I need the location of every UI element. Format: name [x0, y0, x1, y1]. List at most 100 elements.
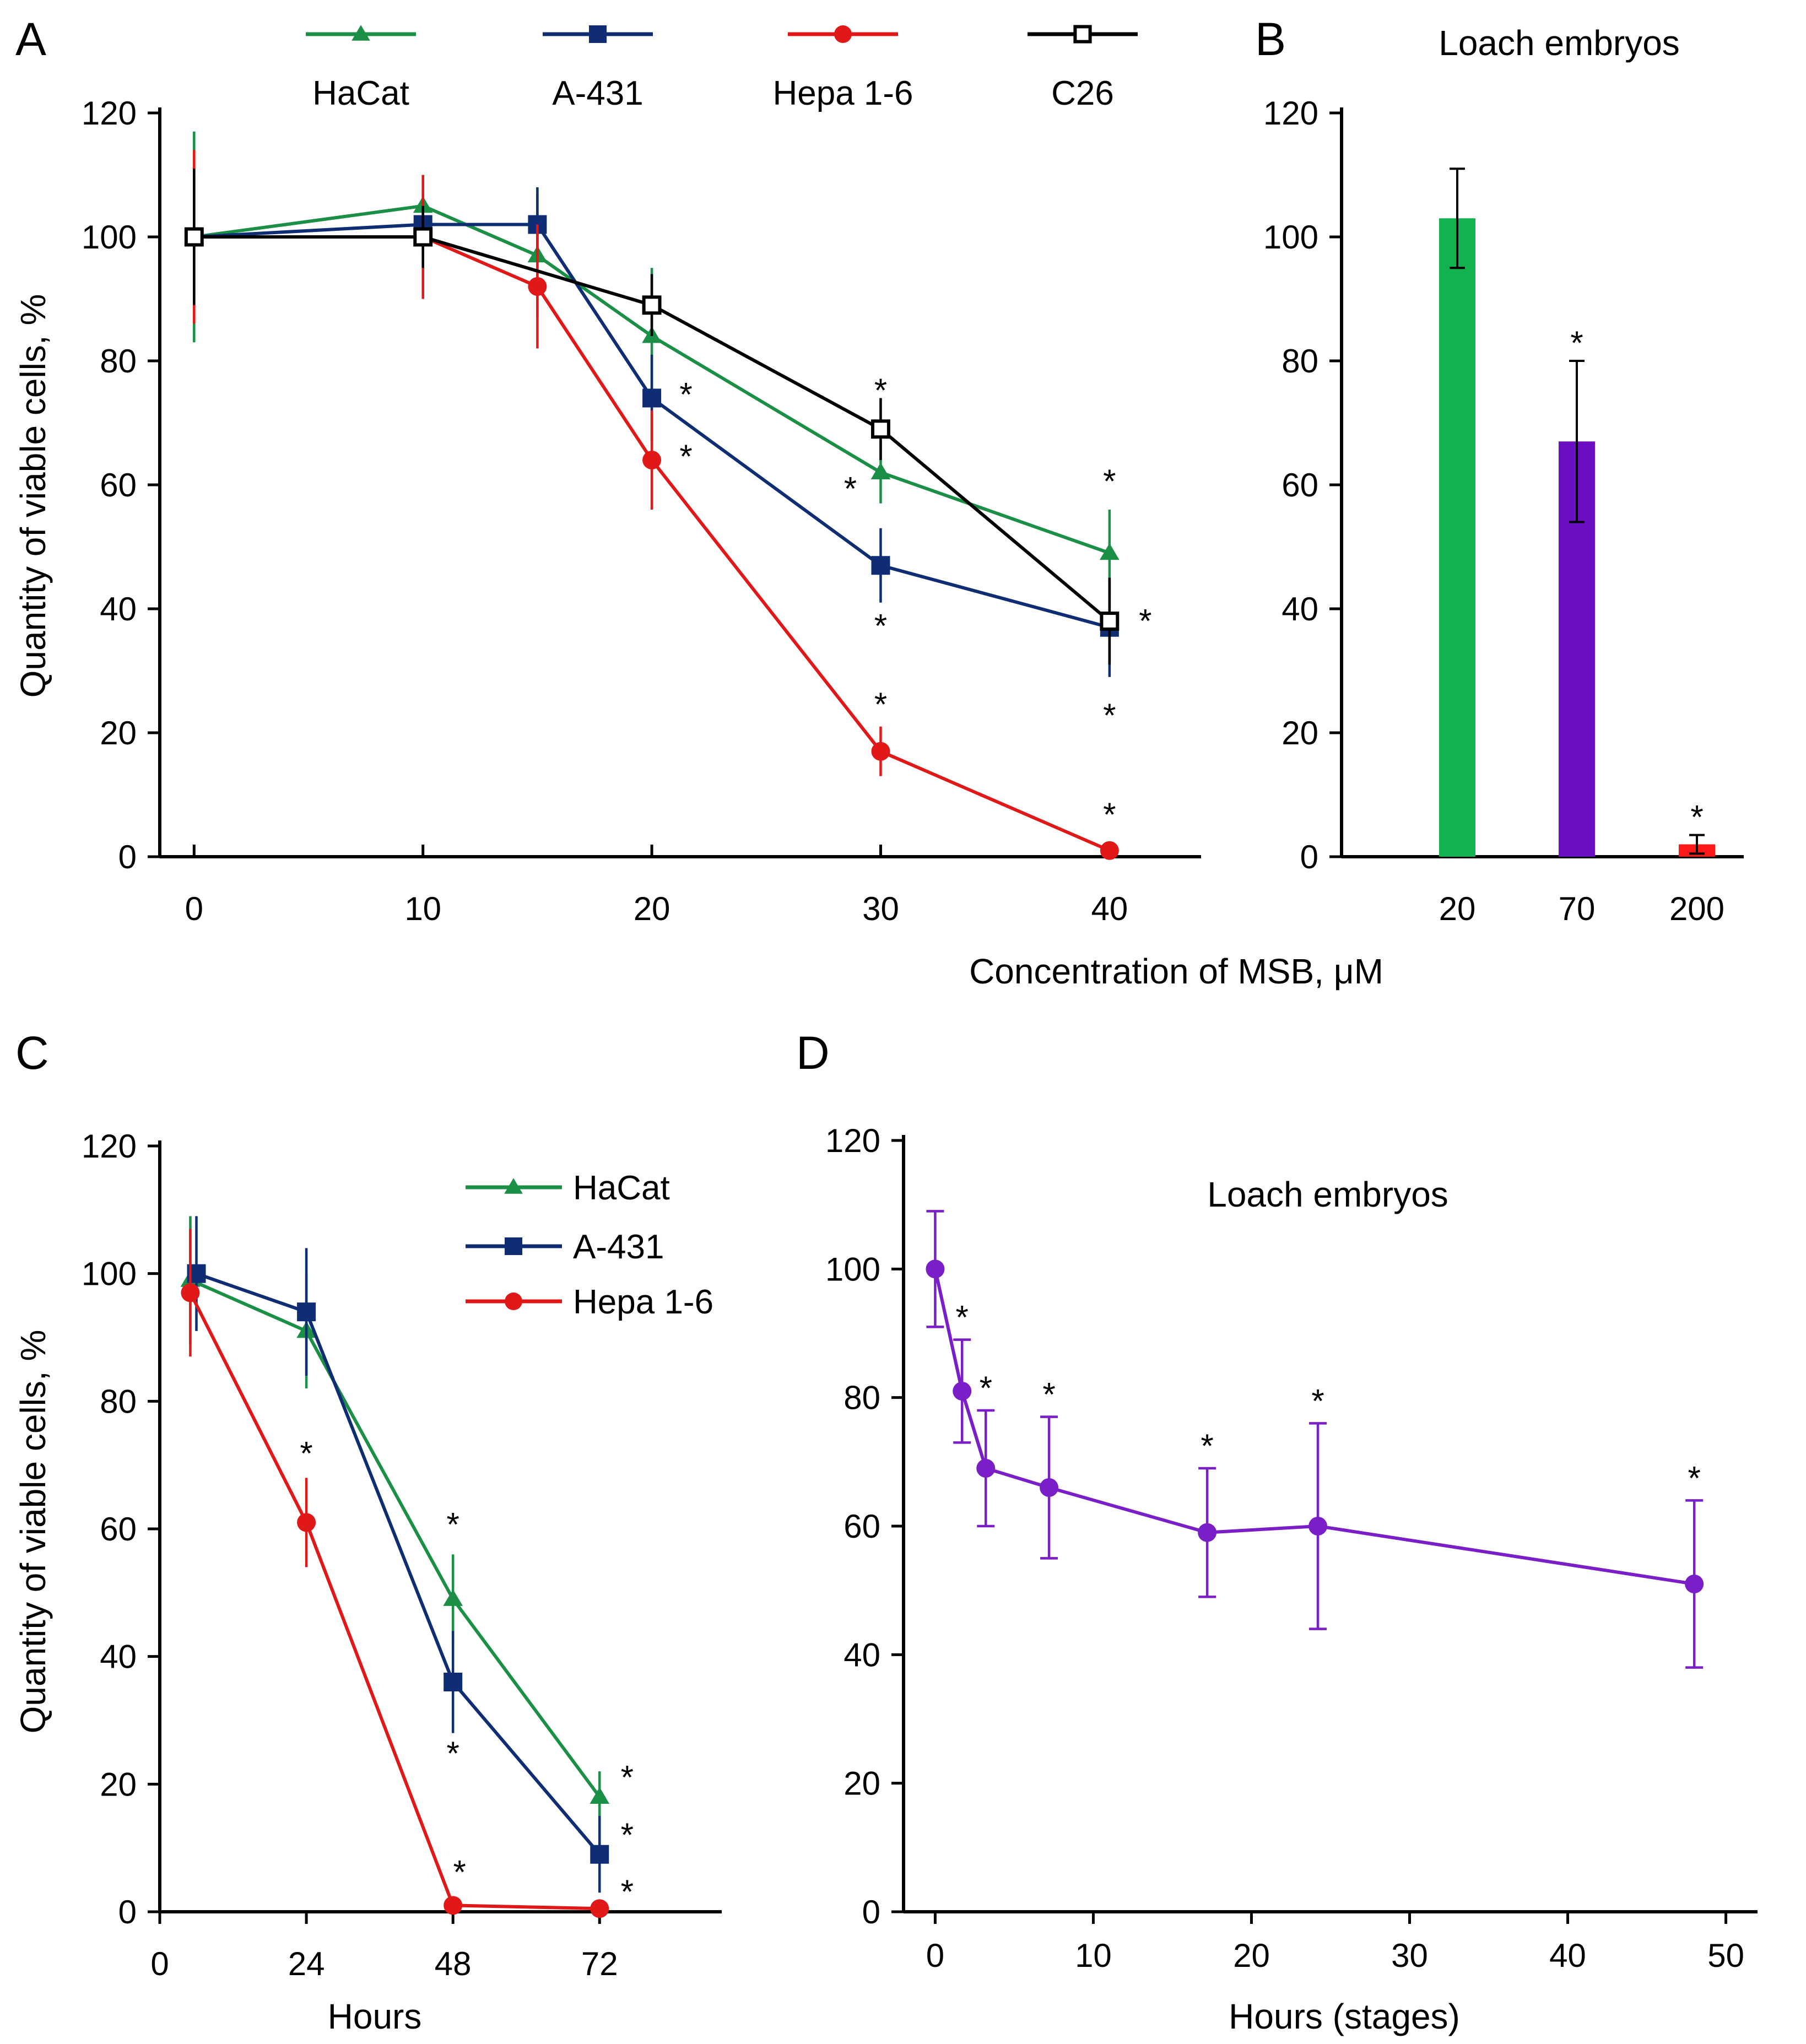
series-loach-embryos: * * * * * * — [926, 1210, 1704, 1669]
significance-star: * — [1103, 697, 1116, 734]
legend-item-a-431: A-431 — [543, 25, 653, 112]
significance-star: * — [621, 1816, 634, 1853]
series-line — [196, 1272, 601, 1856]
series-line — [194, 223, 1110, 629]
data-point — [870, 462, 891, 479]
significance-star: * — [679, 438, 692, 475]
y-tick-label: 100 — [82, 1256, 137, 1293]
y-tick-label: 0 — [1300, 839, 1318, 875]
data-point — [926, 1259, 945, 1279]
y-tick-label: 120 — [82, 95, 137, 132]
panel-d-title: Loach embryos — [1207, 1175, 1448, 1214]
data-point — [297, 1513, 316, 1532]
significance-star: * — [1688, 1459, 1701, 1496]
series-line — [190, 1278, 601, 1798]
data-point — [590, 1787, 610, 1804]
legend-marker — [505, 1237, 522, 1255]
data-point — [871, 742, 890, 761]
significance-star: * — [453, 1853, 466, 1890]
y-tick-label: 80 — [843, 1380, 880, 1416]
x-tick-label: 20 — [634, 890, 671, 927]
legend-label: A-431 — [573, 1228, 664, 1266]
legend-item-hepa-1-6: Hepa 1-6 — [466, 1283, 713, 1321]
x-tick-label: 70 — [1559, 890, 1596, 927]
legend-label: A-431 — [552, 74, 643, 112]
data-point — [953, 1382, 972, 1400]
data-point — [976, 1459, 996, 1478]
series-line — [188, 1292, 600, 1911]
legend-marker — [505, 1293, 522, 1310]
significance-star: * — [446, 1735, 459, 1772]
x-tick-label: 200 — [1669, 890, 1724, 927]
data-point — [413, 227, 433, 247]
data-point — [642, 388, 662, 408]
x-tick-label: 50 — [1707, 1937, 1744, 1974]
y-tick-label: 80 — [100, 343, 137, 380]
significance-star: * — [1103, 796, 1116, 833]
panel-ab-x-axis-title: Concentration of MSB, μM — [969, 951, 1383, 991]
significance-star: * — [1201, 1427, 1213, 1464]
y-tick-label: 100 — [1263, 219, 1318, 256]
panel-c-x-axis-title: Hours — [328, 1997, 422, 2036]
significance-star: * — [300, 1435, 312, 1472]
panel-a-letter: A — [15, 13, 46, 65]
legend: HaCat A-431 Hepa 1-6 C26 — [306, 25, 1138, 112]
x-tick-label: 24 — [288, 1945, 325, 1982]
y-tick-label: 20 — [1281, 715, 1318, 751]
significance-star: * — [956, 1299, 969, 1336]
y-tick-label: 60 — [843, 1508, 880, 1545]
panel-b-chart: 0 20 40 60 80 100 120 20 * 70 * 200 — [1263, 95, 1744, 927]
x-tick-label: 30 — [862, 890, 899, 927]
x-tick-label: 0 — [150, 1945, 169, 1982]
y-tick-label: 20 — [100, 715, 137, 751]
legend-marker — [589, 25, 607, 43]
data-point — [443, 1589, 463, 1606]
series-hacat: ** — [180, 1216, 634, 1823]
legend-label: HaCat — [312, 74, 409, 112]
bar — [1439, 218, 1475, 857]
significance-star: * — [1103, 463, 1116, 500]
significance-star: * — [844, 471, 857, 507]
data-point — [1099, 543, 1120, 560]
legend-marker — [834, 25, 852, 43]
significance-star: * — [446, 1506, 459, 1543]
series-hepa-1-6: * * * — [181, 1229, 634, 1918]
data-point — [181, 1283, 200, 1302]
series-hepa-1-6: * * * — [185, 150, 1119, 860]
y-tick-label: 60 — [1281, 467, 1318, 504]
x-tick-label: 10 — [404, 890, 441, 927]
significance-star: * — [874, 372, 887, 409]
significance-star: * — [1311, 1382, 1324, 1419]
series-a-431: ** — [187, 1216, 634, 1893]
series-line — [193, 204, 1110, 555]
data-point — [1198, 1523, 1217, 1542]
bar-group-200: * 200 — [1669, 799, 1724, 927]
panel-b-letter: B — [1255, 13, 1286, 65]
data-point — [590, 1899, 609, 1918]
data-point — [642, 451, 662, 469]
figure-labels: A B C D Loach embryos Loach embryos Conc… — [13, 13, 1680, 2036]
data-point — [871, 419, 890, 439]
y-tick-label: 120 — [1263, 95, 1318, 132]
y-tick-label: 60 — [100, 1511, 137, 1548]
x-tick-label: 10 — [1075, 1937, 1112, 1974]
data-point — [1100, 841, 1119, 860]
bar-group-20: 20 — [1439, 167, 1475, 927]
y-tick-label: 60 — [100, 467, 137, 504]
y-tick-label: 0 — [862, 1894, 880, 1931]
data-point — [1040, 1478, 1059, 1497]
y-tick-label: 100 — [82, 219, 137, 256]
y-tick-label: 80 — [100, 1383, 137, 1420]
y-tick-label: 80 — [1281, 343, 1318, 380]
data-point — [1308, 1517, 1328, 1535]
legend-marker — [352, 25, 370, 41]
y-tick-label: 40 — [843, 1636, 880, 1673]
panel-c-y-axis-title: Quantity of viable cells, % — [13, 1330, 53, 1734]
significance-star: * — [1042, 1376, 1055, 1413]
y-tick-label: 0 — [118, 1894, 137, 1931]
x-tick-label: 40 — [1091, 890, 1128, 927]
x-tick-label: 72 — [581, 1945, 618, 1982]
data-point — [871, 556, 890, 575]
panel-b-title: Loach embryos — [1439, 23, 1680, 63]
